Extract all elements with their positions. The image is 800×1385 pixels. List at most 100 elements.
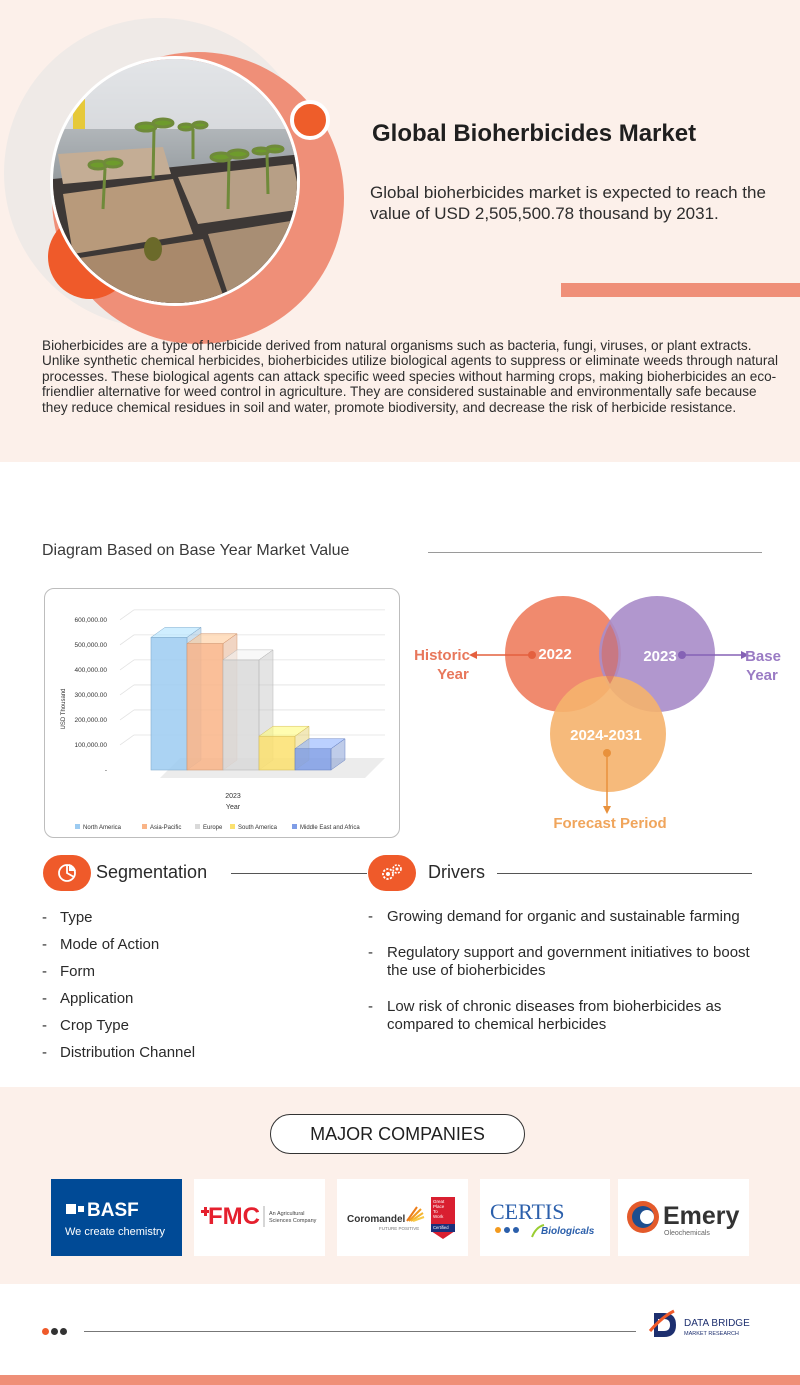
gridline [119, 634, 135, 646]
footer-dot [42, 1328, 49, 1335]
fmc-tagline-2: Sciences Company [269, 1218, 317, 1224]
bar-chart: - 100,000.00 200,000.00 300,000.00 400,000.0… [61, 609, 385, 831]
forecast-period-circle [550, 676, 666, 792]
basf-name: BASF [87, 1200, 139, 1221]
badge-text: Work [433, 1214, 444, 1219]
x-category-label: 2023 [225, 793, 241, 800]
gridline [119, 659, 135, 671]
segmentation-list: Type Mode of Action Form Application Cro… [42, 908, 195, 1070]
data-bridge-logo: DATA BRIDGE MARKET RESEARCH [648, 1309, 768, 1345]
y-tick-label: 200,000.00 [74, 717, 107, 724]
coromandel-name: Coromandel [347, 1214, 406, 1225]
historic-label-line1: Historic [414, 647, 470, 664]
badge-text: Great [433, 1199, 445, 1204]
segmentation-title: Segmentation [96, 862, 208, 882]
accent-bar [561, 283, 800, 297]
badge-text: Place [433, 1204, 445, 1209]
hero-section: Global Bioherbicides Market Global biohe… [0, 0, 800, 462]
bar-north-america [150, 637, 188, 771]
historic-label-line2: Year [437, 666, 469, 683]
list-item: Form [42, 962, 195, 989]
emery-tagline: Oleochemicals [664, 1230, 710, 1237]
gridline [119, 609, 135, 621]
page-title: Global Bioherbicides Market [372, 120, 697, 147]
left-arrow-icon [469, 651, 477, 659]
footer-divider [84, 1331, 636, 1332]
basf-logo: BASF We create chemistry [51, 1179, 182, 1256]
y-tick-label: 300,000.00 [74, 692, 107, 699]
list-item: Growing demand for organic and sustainab… [368, 908, 768, 926]
legend-label: Middle East and Africa [300, 825, 360, 831]
base-year-value: 2023 [643, 648, 676, 665]
certis-tagline: Biologicals [541, 1226, 595, 1237]
bar-chart-panel: - 100,000.00 200,000.00 300,000.00 400,000.0… [44, 588, 400, 838]
bar-middle-east-and-africa [294, 748, 332, 771]
footer-accent-bar [0, 1375, 800, 1385]
market-value-summary: Global bioherbicides market is expected … [370, 183, 766, 223]
basf-tagline: We create chemistry [65, 1226, 166, 1238]
right-arrow-icon [741, 651, 749, 659]
legend-swatch [230, 824, 235, 829]
bar-asia-pacific [186, 643, 224, 771]
historic-year-value: 2022 [538, 646, 571, 663]
list-item: Regulatory support and government initia… [368, 944, 768, 980]
gridline [119, 734, 135, 746]
legend-label: North America [83, 825, 122, 831]
list-item: Mode of Action [42, 935, 195, 962]
legend-label: Asia-Pacific [150, 825, 181, 831]
bar-south-america [258, 735, 296, 771]
badge-text: Certified [433, 1225, 449, 1230]
forecast-label: Forecast Period [553, 815, 666, 832]
drivers-list: Growing demand for organic and sustainab… [368, 908, 768, 1052]
emery-name: Emery [663, 1202, 740, 1230]
legend-swatch [292, 824, 297, 829]
drivers-title: Drivers [428, 862, 485, 882]
pie-chart-icon [43, 855, 91, 891]
list-item: Type [42, 908, 195, 935]
legend-label: Europe [203, 825, 223, 831]
y-tick-label: - [105, 767, 107, 774]
footer-dot [60, 1328, 67, 1335]
fmc-tagline-1: An Agricultural [269, 1211, 304, 1217]
decor-dot-right [290, 100, 330, 140]
list-item: Crop Type [42, 1016, 195, 1043]
bar-side [330, 738, 346, 771]
fmc-logo: FMC An Agricultural Sciences Company [194, 1179, 325, 1256]
y-tick-label: 400,000.00 [74, 667, 107, 674]
legend-swatch [142, 824, 147, 829]
fmc-name: FMC [208, 1203, 260, 1230]
sun-icon [406, 1206, 425, 1222]
divider-line [428, 552, 762, 553]
bar-europe [222, 659, 260, 771]
legend-swatch [195, 824, 200, 829]
legend-label: South America [238, 825, 278, 831]
legend-swatch [75, 824, 80, 829]
seedlings-photo [50, 56, 300, 306]
y-tick-label: 100,000.00 [74, 742, 107, 749]
diagram-title: Diagram Based on Base Year Market Value [42, 542, 350, 559]
footer-dot [51, 1328, 58, 1335]
coromandel-tagline: FUTURE POSITIVE [379, 1226, 419, 1231]
brand-name: DATA BRIDGE [684, 1318, 750, 1329]
divider-line [231, 873, 367, 874]
brand-subtitle: MARKET RESEARCH [684, 1331, 739, 1337]
down-arrow-icon [603, 806, 611, 814]
list-item: Application [42, 989, 195, 1016]
forecast-years-value: 2024-2031 [570, 727, 642, 744]
gridline [119, 684, 135, 696]
market-description: Bioherbicides are a type of herbicide de… [42, 338, 778, 415]
gears-icon [368, 855, 416, 891]
badge-text: To [433, 1209, 438, 1214]
x-axis-label: Year [226, 804, 241, 811]
y-tick-label: 600,000.00 [74, 617, 107, 624]
divider-line [497, 873, 752, 874]
base-label-line2: Year [746, 667, 778, 684]
timeline-venn-diagram: 2022 2023 2024-2031 Historic Year Base Y… [405, 585, 800, 835]
certis-logo: CERTIS Biologicals [480, 1179, 610, 1256]
list-item: Distribution Channel [42, 1043, 195, 1070]
emery-logo: Emery Oleochemicals [618, 1179, 749, 1256]
companies-title: MAJOR COMPANIES [270, 1114, 525, 1154]
base-label-line1: Base [745, 648, 781, 665]
list-item: Low risk of chronic diseases from bioher… [368, 998, 768, 1034]
y-axis-label: USD Thousand [61, 689, 67, 730]
